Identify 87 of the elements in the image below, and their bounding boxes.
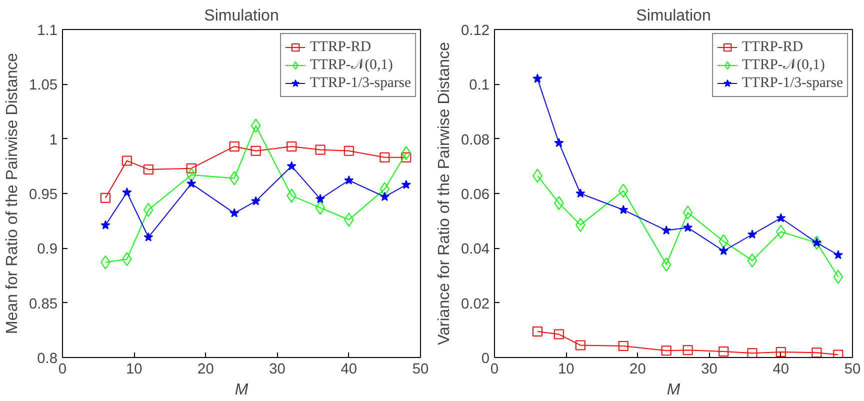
chart-title: Simulation: [204, 8, 279, 24]
x-tick-label: 10: [126, 362, 142, 378]
y-axis-title: Variance for Ratio of the Pairwise Distance: [436, 42, 453, 345]
point: [315, 144, 326, 155]
legend-label: TTRP-𝒩(0,1): [310, 56, 393, 74]
point: [344, 175, 354, 185]
y-tick-label: 0.12: [460, 23, 490, 39]
y-axis-title: Mean for Ratio of the Pairwise Distance: [4, 52, 21, 334]
point: [747, 230, 758, 239]
x-tick-label: 50: [844, 362, 861, 378]
y-tick-label: 0.06: [460, 187, 490, 203]
point: [776, 213, 786, 222]
point: [315, 194, 326, 204]
point: [833, 270, 844, 284]
y-tick-label: 0.04: [460, 242, 490, 258]
point: [682, 345, 693, 356]
point: [401, 146, 412, 160]
legend-label: TTRP-1/3-sparse: [742, 74, 843, 92]
x-tick-label: 40: [340, 362, 358, 378]
y-tick-label: 0.95: [28, 187, 58, 203]
point: [186, 178, 196, 188]
y-tick-label: 0.02: [460, 296, 490, 312]
x-axis-title: M: [666, 382, 681, 398]
y-tick-label: 1.05: [28, 78, 58, 94]
point: [662, 225, 672, 235]
chart-title: Simulation: [636, 8, 711, 24]
point: [575, 340, 586, 350]
point: [344, 146, 354, 156]
point: [286, 141, 297, 152]
point: [532, 74, 542, 83]
point: [776, 347, 786, 358]
y-tick-label: 1.1: [37, 23, 58, 39]
legend-label: TTRP-RD: [742, 38, 804, 56]
x-tick-label: 20: [198, 362, 214, 378]
point: [251, 196, 261, 206]
point: [250, 118, 261, 133]
y-tick-label: 0: [481, 351, 490, 367]
x-tick-label: 30: [269, 362, 286, 378]
point: [554, 329, 564, 340]
point: [143, 164, 154, 174]
point: [812, 348, 822, 358]
point: [122, 187, 132, 197]
point: [122, 156, 132, 166]
point: [401, 180, 411, 189]
point: [286, 161, 296, 170]
point: [554, 138, 564, 148]
y-tick-label: 0.08: [460, 132, 490, 148]
point: [747, 253, 758, 268]
point: [250, 146, 261, 156]
point: [186, 163, 196, 174]
point: [576, 188, 586, 198]
legend-label: TTRP-𝒩(0,1): [742, 56, 825, 74]
point: [380, 182, 390, 196]
x-tick-label: 40: [772, 362, 790, 378]
point: [661, 346, 672, 356]
y-tick-label: 0.8: [37, 351, 58, 367]
point: [144, 232, 154, 242]
legend-label: TTRP-1/3-sparse: [310, 74, 411, 92]
x-tick-label: 10: [558, 362, 574, 378]
point: [682, 206, 693, 220]
point: [618, 341, 628, 352]
x-tick-label: 50: [412, 362, 429, 378]
x-axis-title: M: [234, 382, 249, 398]
point: [229, 141, 240, 152]
point: [230, 208, 240, 218]
point: [833, 250, 843, 260]
point: [315, 200, 326, 215]
point: [380, 152, 390, 162]
y-tick-label: 1: [49, 132, 58, 148]
point: [812, 236, 822, 250]
y-tick-label: 0.1: [469, 78, 490, 94]
point: [401, 152, 412, 162]
point: [718, 346, 729, 356]
y-tick-label: 0.85: [28, 296, 58, 312]
point: [683, 222, 693, 232]
point: [100, 192, 110, 203]
legend-label: TTRP-RD: [310, 38, 372, 56]
point: [380, 192, 390, 201]
y-tick-label: 0.9: [37, 242, 58, 258]
point: [812, 238, 822, 247]
point: [618, 204, 628, 214]
x-tick-label: 20: [630, 362, 646, 378]
x-tick-label: 30: [701, 362, 718, 378]
point: [833, 350, 844, 358]
point: [718, 246, 728, 256]
point: [532, 326, 542, 337]
point: [100, 220, 110, 230]
